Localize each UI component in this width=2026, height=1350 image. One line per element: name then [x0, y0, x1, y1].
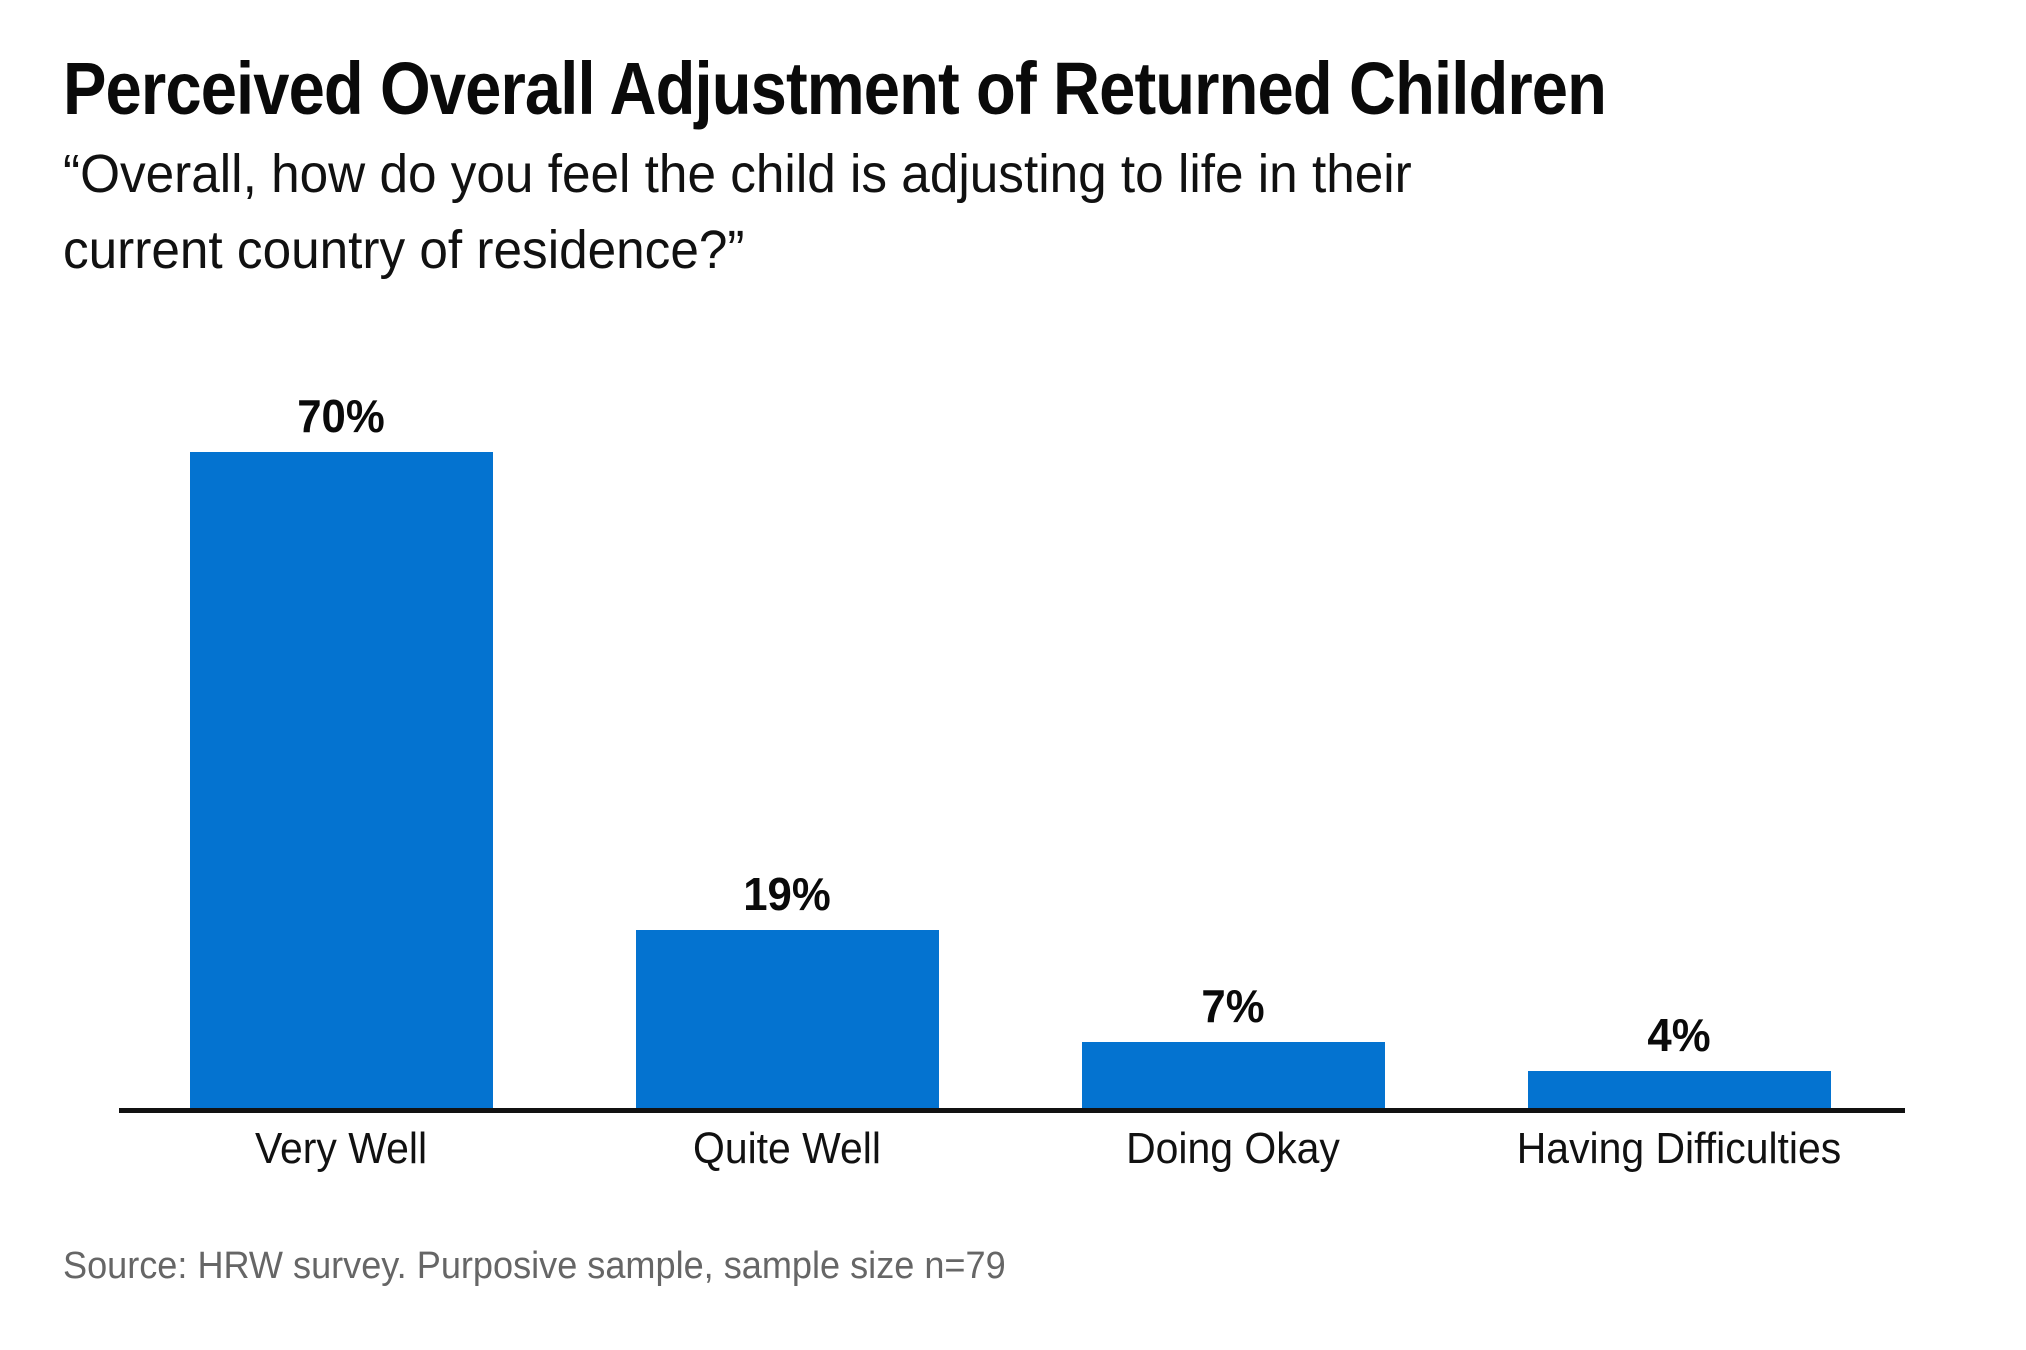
chart-subtitle-line-1: “Overall, how do you feel the child is a… — [63, 144, 1412, 204]
bar-value-label: 19% — [743, 868, 831, 920]
x-axis-line — [119, 1108, 1905, 1113]
source-note: Source: HRW survey. Purposive sample, sa… — [63, 1245, 1006, 1287]
x-axis-label: Having Difficulties — [1516, 1124, 1842, 1173]
bar — [636, 930, 939, 1108]
x-axis-label: Doing Okay — [1126, 1124, 1340, 1173]
bar-value-label: 7% — [1201, 980, 1265, 1032]
bar — [1082, 1042, 1385, 1108]
chart-subtitle-line-2: current country of residence?” — [63, 220, 745, 280]
x-axis-label: Quite Well — [692, 1124, 882, 1173]
chart-title: Perceived Overall Adjustment of Returned… — [63, 47, 1607, 130]
bar-value-label: 4% — [1647, 1009, 1711, 1061]
bar — [190, 452, 493, 1108]
x-axis-label: Very Well — [254, 1124, 428, 1173]
bar-value-label: 70% — [297, 390, 385, 442]
chart-subtitle: “Overall, how do you feel the child is a… — [63, 136, 1412, 288]
bar — [1528, 1071, 1831, 1108]
